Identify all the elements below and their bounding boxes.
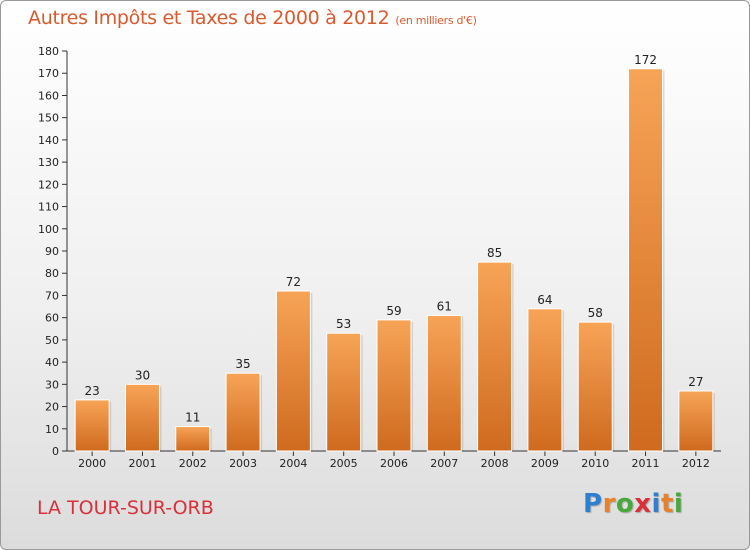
bar-value-label: 11 — [185, 411, 200, 425]
y-tick-label: 130 — [38, 156, 59, 169]
bar-value-label: 27 — [688, 375, 703, 389]
bar-value-label: 64 — [537, 293, 552, 307]
y-tick-label: 50 — [45, 334, 59, 347]
bar-value-label: 172 — [634, 53, 657, 67]
bar-value-label: 59 — [386, 304, 401, 318]
x-tick-label: 2005 — [330, 457, 358, 470]
logo-letter: i — [673, 489, 684, 519]
bar — [577, 321, 613, 452]
bars — [74, 68, 715, 452]
bar — [376, 319, 412, 452]
x-tick-label: 2011 — [632, 457, 660, 470]
proxiti-logo: Proxiti — [583, 489, 683, 519]
y-tick-label: 170 — [38, 67, 59, 80]
y-tick-label: 30 — [45, 378, 59, 391]
logo-letter: x — [634, 489, 652, 519]
bar-value-label: 53 — [336, 317, 351, 331]
y-tick-label: 150 — [38, 112, 59, 125]
x-tick-label: 2008 — [481, 457, 509, 470]
bar-value-label: 61 — [437, 299, 452, 313]
y-tick-label: 100 — [38, 223, 59, 236]
logo-letter: r — [602, 489, 616, 519]
logo-letter: i — [651, 489, 661, 519]
bar-value-label: 23 — [85, 384, 100, 398]
x-tick-label: 2004 — [279, 457, 307, 470]
chart-title: Autres Impôts et Taxes de 2000 à 2012 (en… — [28, 7, 477, 29]
y-tick-label: 80 — [45, 267, 59, 280]
x-tick-label: 2003 — [229, 457, 257, 470]
bar — [678, 390, 714, 452]
y-tick-label: 60 — [45, 312, 59, 325]
x-tick-label: 2006 — [380, 457, 408, 470]
x-tick-label: 2012 — [682, 457, 710, 470]
y-tick-label: 70 — [45, 289, 59, 302]
x-tick-label: 2009 — [531, 457, 559, 470]
bar — [326, 332, 362, 452]
data-labels: 23 30 11 35 72 53 59 61 85 64 58 172 27 — [85, 53, 704, 425]
bar — [275, 290, 311, 452]
y-tick-label: 10 — [45, 423, 59, 436]
logo-letter: P — [583, 489, 603, 519]
chart-title-unit: (en milliers d'€) — [395, 14, 477, 27]
bar-value-label: 85 — [487, 246, 502, 260]
bar — [477, 261, 513, 452]
bar — [628, 68, 664, 452]
x-tick-label: 2002 — [179, 457, 207, 470]
bar-value-label: 35 — [235, 357, 250, 371]
x-tick-label: 2007 — [430, 457, 458, 470]
logo-letter: o — [615, 489, 635, 519]
y-tick-label: 180 — [38, 45, 59, 58]
y-tick-label: 0 — [52, 445, 59, 458]
y-tick-label: 160 — [38, 89, 59, 102]
bar — [527, 308, 563, 452]
bar-value-label: 72 — [286, 275, 301, 289]
y-tick-label: 90 — [45, 245, 59, 258]
x-tick-label: 2010 — [581, 457, 609, 470]
bar — [175, 426, 211, 452]
x-tick-label: 2001 — [128, 457, 156, 470]
x-tick-label: 2000 — [78, 457, 106, 470]
chart-title-text: Autres Impôts et Taxes de 2000 à 2012 — [28, 7, 390, 29]
bar — [74, 399, 110, 452]
bar — [225, 372, 261, 452]
y-tick-label: 120 — [38, 178, 59, 191]
y-tick-label: 20 — [45, 401, 59, 414]
bar-value-label: 58 — [588, 306, 603, 320]
y-tick-label: 140 — [38, 134, 59, 147]
y-tick-label: 40 — [45, 356, 59, 369]
logo-letter: t — [660, 489, 674, 519]
y-tick-label: 110 — [38, 201, 59, 214]
commune-name: LA TOUR-SUR-ORB — [37, 497, 214, 519]
bar — [124, 383, 160, 452]
bar — [426, 314, 462, 452]
bar-value-label: 30 — [135, 368, 150, 382]
